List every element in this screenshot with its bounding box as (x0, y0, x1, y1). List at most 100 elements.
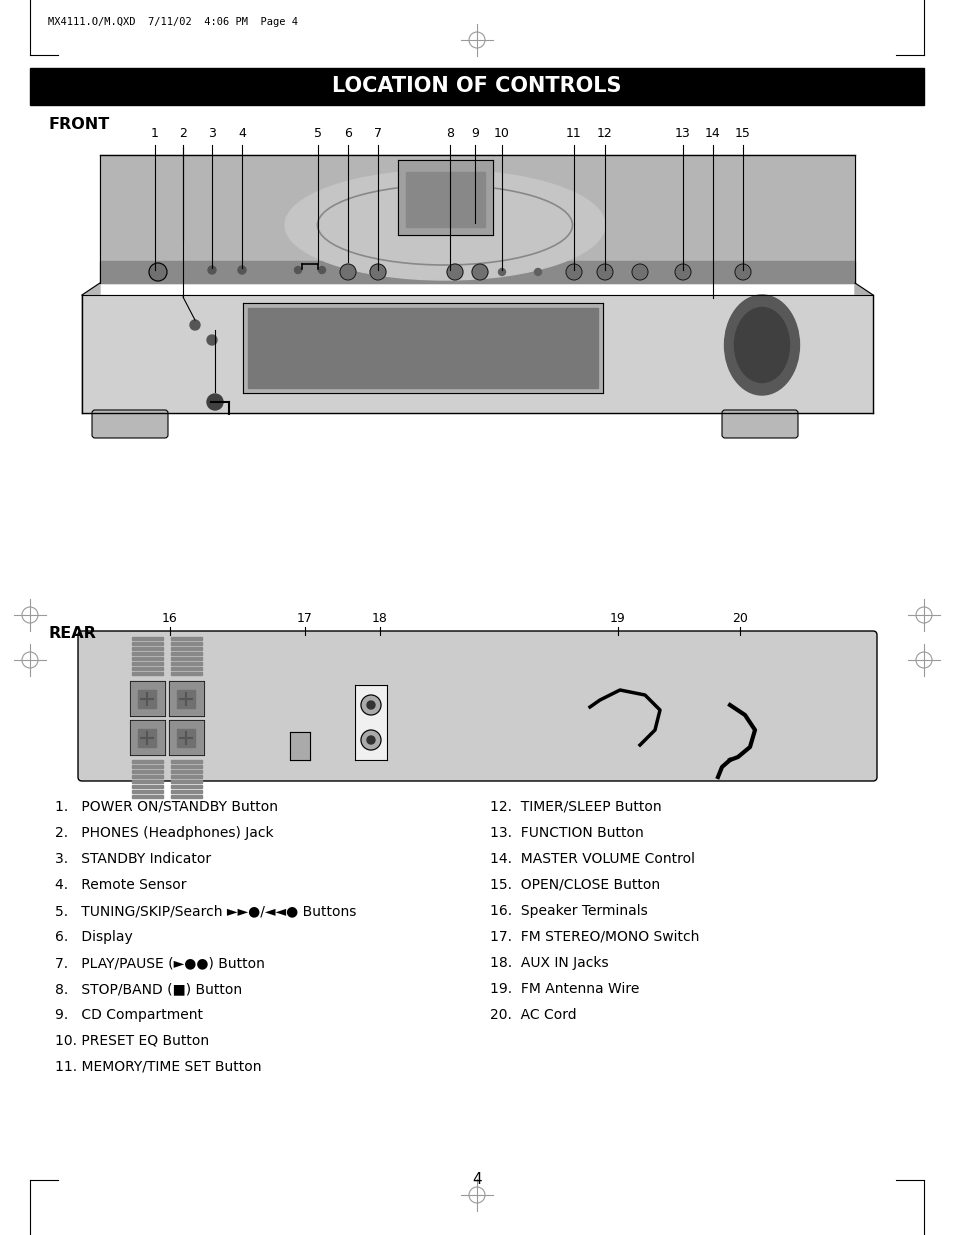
Circle shape (565, 264, 581, 280)
Bar (248, 308, 598, 388)
Bar (132, 769, 163, 773)
Bar (138, 729, 156, 747)
Bar (171, 667, 202, 671)
Bar (132, 652, 163, 655)
Text: 15.  OPEN/CLOSE Button: 15. OPEN/CLOSE Button (490, 878, 659, 892)
Text: 17: 17 (296, 613, 313, 625)
Bar (132, 781, 163, 783)
Text: 19.  FM Antenna Wire: 19. FM Antenna Wire (490, 982, 639, 995)
Bar (169, 680, 204, 716)
Text: 3: 3 (208, 127, 215, 140)
Circle shape (734, 264, 750, 280)
Text: 12: 12 (597, 127, 612, 140)
Circle shape (534, 268, 541, 275)
Text: 13: 13 (675, 127, 690, 140)
Text: 15: 15 (735, 127, 750, 140)
Circle shape (318, 267, 325, 273)
Bar (290, 732, 310, 760)
Circle shape (360, 695, 380, 715)
Bar (355, 685, 387, 760)
Text: 16.  Speaker Terminals: 16. Speaker Terminals (490, 904, 647, 918)
Text: 3.   STANDBY Indicator: 3. STANDBY Indicator (55, 852, 211, 866)
Bar (171, 652, 202, 655)
Text: MX4111.O/M.QXD  7/11/02  4:06 PM  Page 4: MX4111.O/M.QXD 7/11/02 4:06 PM Page 4 (48, 17, 297, 27)
Bar (243, 303, 602, 393)
Bar (132, 667, 163, 671)
Text: 9: 9 (471, 127, 478, 140)
Bar (132, 790, 163, 793)
Text: 7: 7 (374, 127, 381, 140)
Bar (171, 657, 202, 659)
Circle shape (367, 701, 375, 709)
Bar (171, 785, 202, 788)
Circle shape (597, 264, 613, 280)
Bar (177, 690, 194, 708)
Ellipse shape (723, 295, 799, 395)
Text: 18: 18 (372, 613, 388, 625)
Circle shape (294, 267, 301, 273)
Text: 4.   Remote Sensor: 4. Remote Sensor (55, 878, 186, 892)
Circle shape (360, 730, 380, 750)
Circle shape (149, 263, 167, 282)
Bar (132, 662, 163, 664)
Bar (171, 781, 202, 783)
Bar (132, 776, 163, 778)
Circle shape (207, 335, 216, 345)
Circle shape (208, 266, 215, 274)
Bar (171, 769, 202, 773)
Polygon shape (82, 283, 100, 412)
Text: 11. MEMORY/TIME SET Button: 11. MEMORY/TIME SET Button (55, 1060, 261, 1074)
Bar (132, 642, 163, 645)
Polygon shape (100, 156, 854, 283)
Bar (171, 764, 202, 768)
Text: 5: 5 (314, 127, 322, 140)
Text: 5.   TUNING/SKIP/Search ►►●/◄◄● Buttons: 5. TUNING/SKIP/Search ►►●/◄◄● Buttons (55, 904, 356, 918)
Ellipse shape (285, 170, 604, 280)
Circle shape (472, 264, 488, 280)
FancyBboxPatch shape (78, 631, 876, 781)
Text: 14.  MASTER VOLUME Control: 14. MASTER VOLUME Control (490, 852, 695, 866)
Text: 20: 20 (731, 613, 747, 625)
Bar (406, 172, 484, 227)
Bar (171, 672, 202, 676)
Circle shape (370, 264, 386, 280)
Text: 1: 1 (151, 127, 159, 140)
Bar (30, 68, 923, 105)
Text: 13.  FUNCTION Button: 13. FUNCTION Button (490, 826, 643, 840)
Text: 2.   PHONES (Headphones) Jack: 2. PHONES (Headphones) Jack (55, 826, 274, 840)
Bar (171, 795, 202, 798)
Text: 12.  TIMER/SLEEP Button: 12. TIMER/SLEEP Button (490, 800, 661, 814)
Text: 11: 11 (565, 127, 581, 140)
Text: 9.   CD Compartment: 9. CD Compartment (55, 1008, 203, 1023)
Text: 14: 14 (704, 127, 720, 140)
Bar (171, 790, 202, 793)
Text: 8: 8 (446, 127, 454, 140)
Circle shape (631, 264, 647, 280)
Polygon shape (854, 283, 872, 412)
Text: 6: 6 (344, 127, 352, 140)
Bar (100, 261, 854, 283)
Bar (132, 672, 163, 676)
Text: 10: 10 (494, 127, 510, 140)
FancyBboxPatch shape (91, 410, 168, 438)
Bar (132, 647, 163, 650)
Text: 19: 19 (610, 613, 625, 625)
Text: 10. PRESET EQ Button: 10. PRESET EQ Button (55, 1034, 209, 1049)
Bar (171, 662, 202, 664)
Circle shape (498, 268, 505, 275)
Text: 18.  AUX IN Jacks: 18. AUX IN Jacks (490, 956, 608, 969)
Bar (171, 760, 202, 763)
Text: 16: 16 (162, 613, 177, 625)
Bar (130, 720, 165, 755)
Bar (132, 657, 163, 659)
Bar (397, 161, 493, 235)
Text: 1.   POWER ON/STANDBY Button: 1. POWER ON/STANDBY Button (55, 800, 277, 814)
Circle shape (190, 320, 200, 330)
Text: 8.   STOP/BAND (■) Button: 8. STOP/BAND (■) Button (55, 982, 242, 995)
Text: 17.  FM STEREO/MONO Switch: 17. FM STEREO/MONO Switch (490, 930, 699, 944)
Circle shape (207, 394, 223, 410)
Bar (82, 295, 872, 412)
Circle shape (447, 264, 462, 280)
Bar (169, 720, 204, 755)
Text: 20.  AC Cord: 20. AC Cord (490, 1008, 576, 1023)
